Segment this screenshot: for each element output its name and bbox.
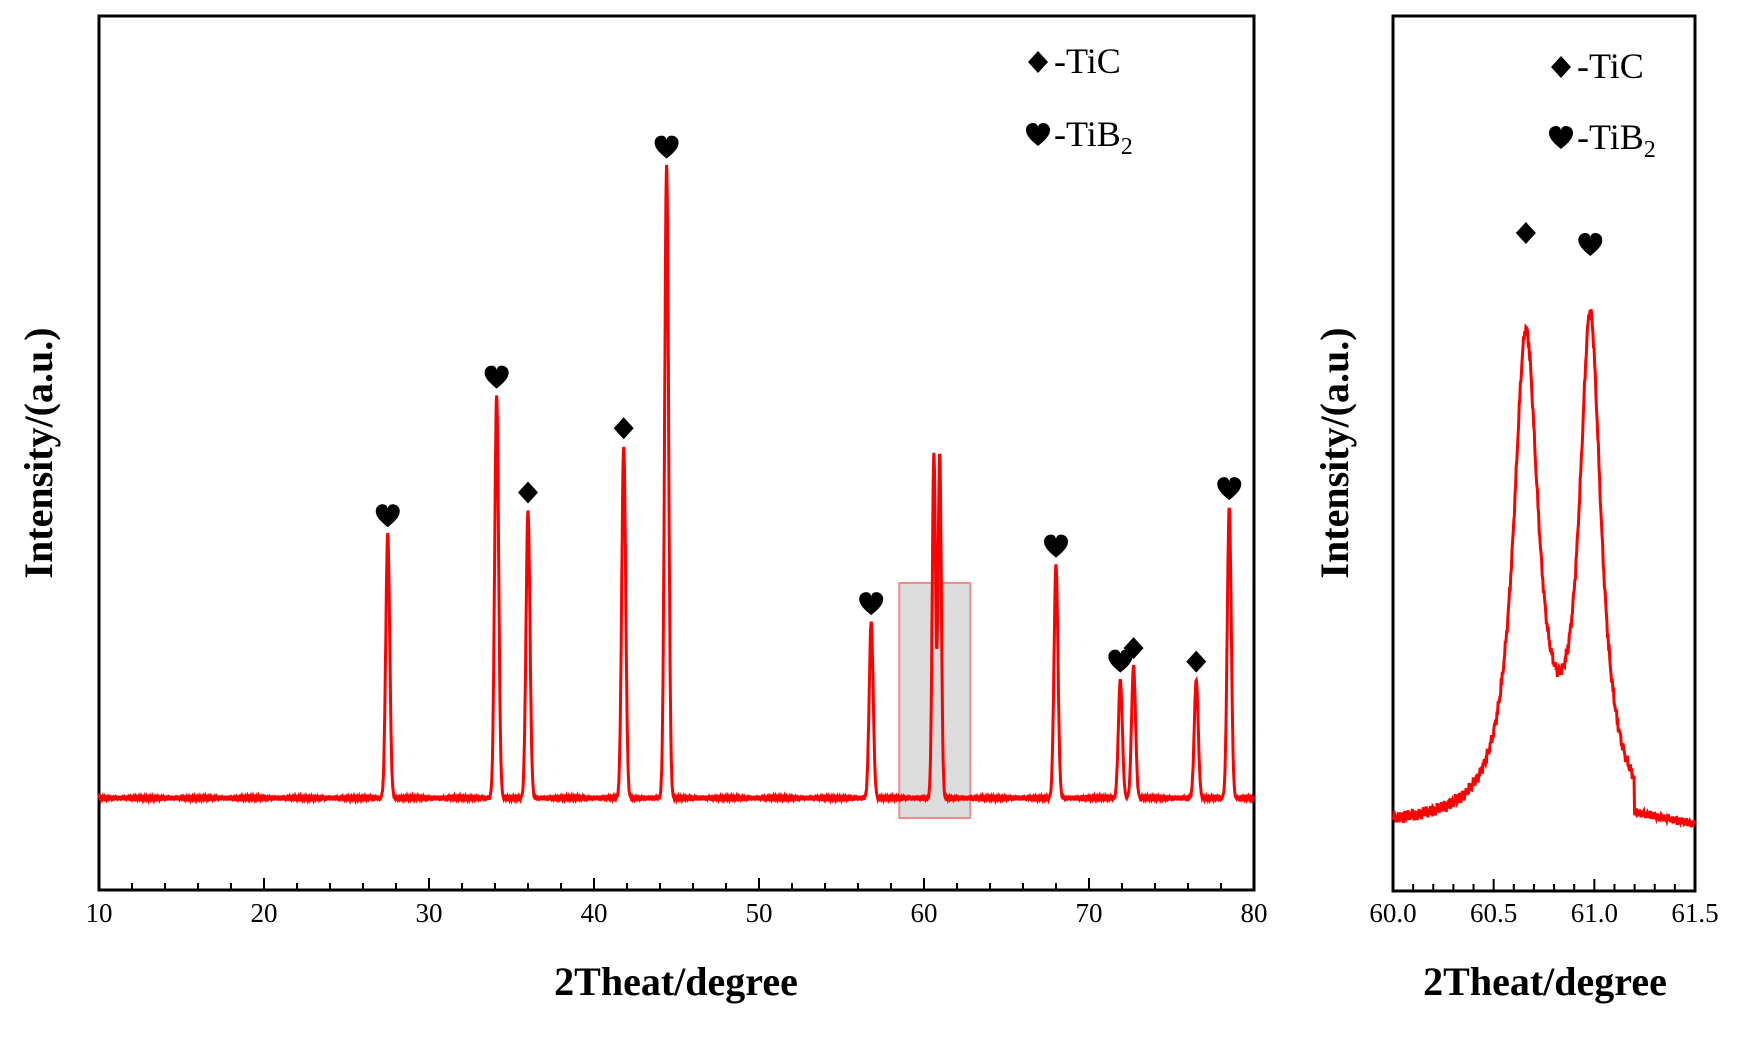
tic-peak-marker (1515, 222, 1536, 244)
zoom-legend-tib2-label: -TiB2 (1577, 117, 1656, 163)
zoom-chart: 60.0 60.5 61.0 61.5 -TiC -TiB2 Intensity/(a… (1312, 14, 1719, 1004)
main-series-line (97, 164, 1256, 806)
x-tick-label: 20 (251, 898, 278, 928)
legend-tib2-marker (1026, 123, 1050, 146)
tib2-peak-marker (1578, 233, 1603, 256)
tic-peak-marker (1186, 650, 1207, 673)
diamond-icon (518, 481, 538, 504)
x-tick-label: 61.5 (1671, 898, 1718, 928)
diamond-icon (1123, 637, 1144, 660)
zoom-series-line (1391, 309, 1696, 829)
legend-tic-label: -TiC (1054, 41, 1121, 81)
heart-icon (375, 504, 400, 528)
main-y-axis-title: Intensity/(a.u.) (16, 327, 61, 578)
zoom-legend-tic-label: -TiC (1577, 46, 1644, 86)
x-tick-label: 40 (581, 898, 608, 928)
x-tick-label: 61.0 (1571, 898, 1618, 928)
heart-icon (654, 135, 679, 159)
heart-icon (1578, 233, 1603, 256)
zoom-legend-tic-marker (1551, 56, 1571, 78)
tic-peak-marker (613, 417, 634, 440)
main-peak-markers (375, 135, 1242, 673)
main-legend: -TiC -TiB2 (1026, 41, 1133, 160)
diamond-icon (1551, 56, 1571, 78)
x-tick-label: 30 (416, 898, 443, 928)
tib2-peak-marker (1217, 477, 1242, 501)
x-tick-label: 70 (1076, 898, 1103, 928)
x-tick-label: 60.0 (1369, 898, 1416, 928)
tic-peak-marker (518, 481, 538, 504)
tib2-peak-marker (1044, 534, 1068, 558)
heart-icon (1549, 126, 1573, 149)
x-tick-label: 10 (86, 898, 113, 928)
diamond-icon (1028, 51, 1048, 73)
tic-peak-marker (1123, 637, 1144, 660)
zoom-y-axis-title: Intensity/(a.u.) (1312, 327, 1357, 578)
main-x-ticks: 10 20 30 40 50 60 70 80 (86, 878, 1268, 928)
heart-icon (859, 592, 884, 616)
heart-icon (1044, 534, 1068, 558)
zoom-x-ticks: 60.0 60.5 61.0 61.5 (1369, 879, 1719, 928)
tib2-peak-marker (484, 365, 509, 389)
diamond-icon (1186, 650, 1207, 673)
diamond-icon (1515, 222, 1536, 244)
x-tick-label: 80 (1241, 898, 1268, 928)
heart-icon (1026, 123, 1050, 146)
x-tick-label: 60.5 (1470, 898, 1517, 928)
main-plot-frame (97, 14, 1256, 892)
legend-tib2-label: -TiB2 (1054, 114, 1133, 160)
zoom-plot-frame (1391, 14, 1697, 893)
heart-icon (1108, 649, 1133, 673)
legend-tic-marker (1028, 51, 1048, 73)
main-x-axis-title: 2Theat/degree (554, 959, 798, 1004)
tib2-peak-marker (859, 592, 884, 616)
diamond-icon (613, 417, 634, 440)
tib2-peak-marker (375, 504, 400, 528)
zoom-legend: -TiC -TiB2 (1549, 46, 1656, 163)
zoom-peak-markers (1515, 222, 1603, 256)
zoom-legend-tib2-marker (1549, 126, 1573, 149)
x-tick-label: 60 (911, 898, 938, 928)
heart-icon (484, 365, 509, 389)
tib2-peak-marker (1108, 649, 1133, 673)
tib2-peak-marker (654, 135, 679, 159)
x-tick-label: 50 (746, 898, 773, 928)
main-chart: 10 20 30 40 50 60 70 80 -TiC -TiB2 Intensity/(a… (16, 14, 1268, 1004)
zoom-x-axis-title: 2Theat/degree (1423, 959, 1667, 1004)
heart-icon (1217, 477, 1242, 501)
